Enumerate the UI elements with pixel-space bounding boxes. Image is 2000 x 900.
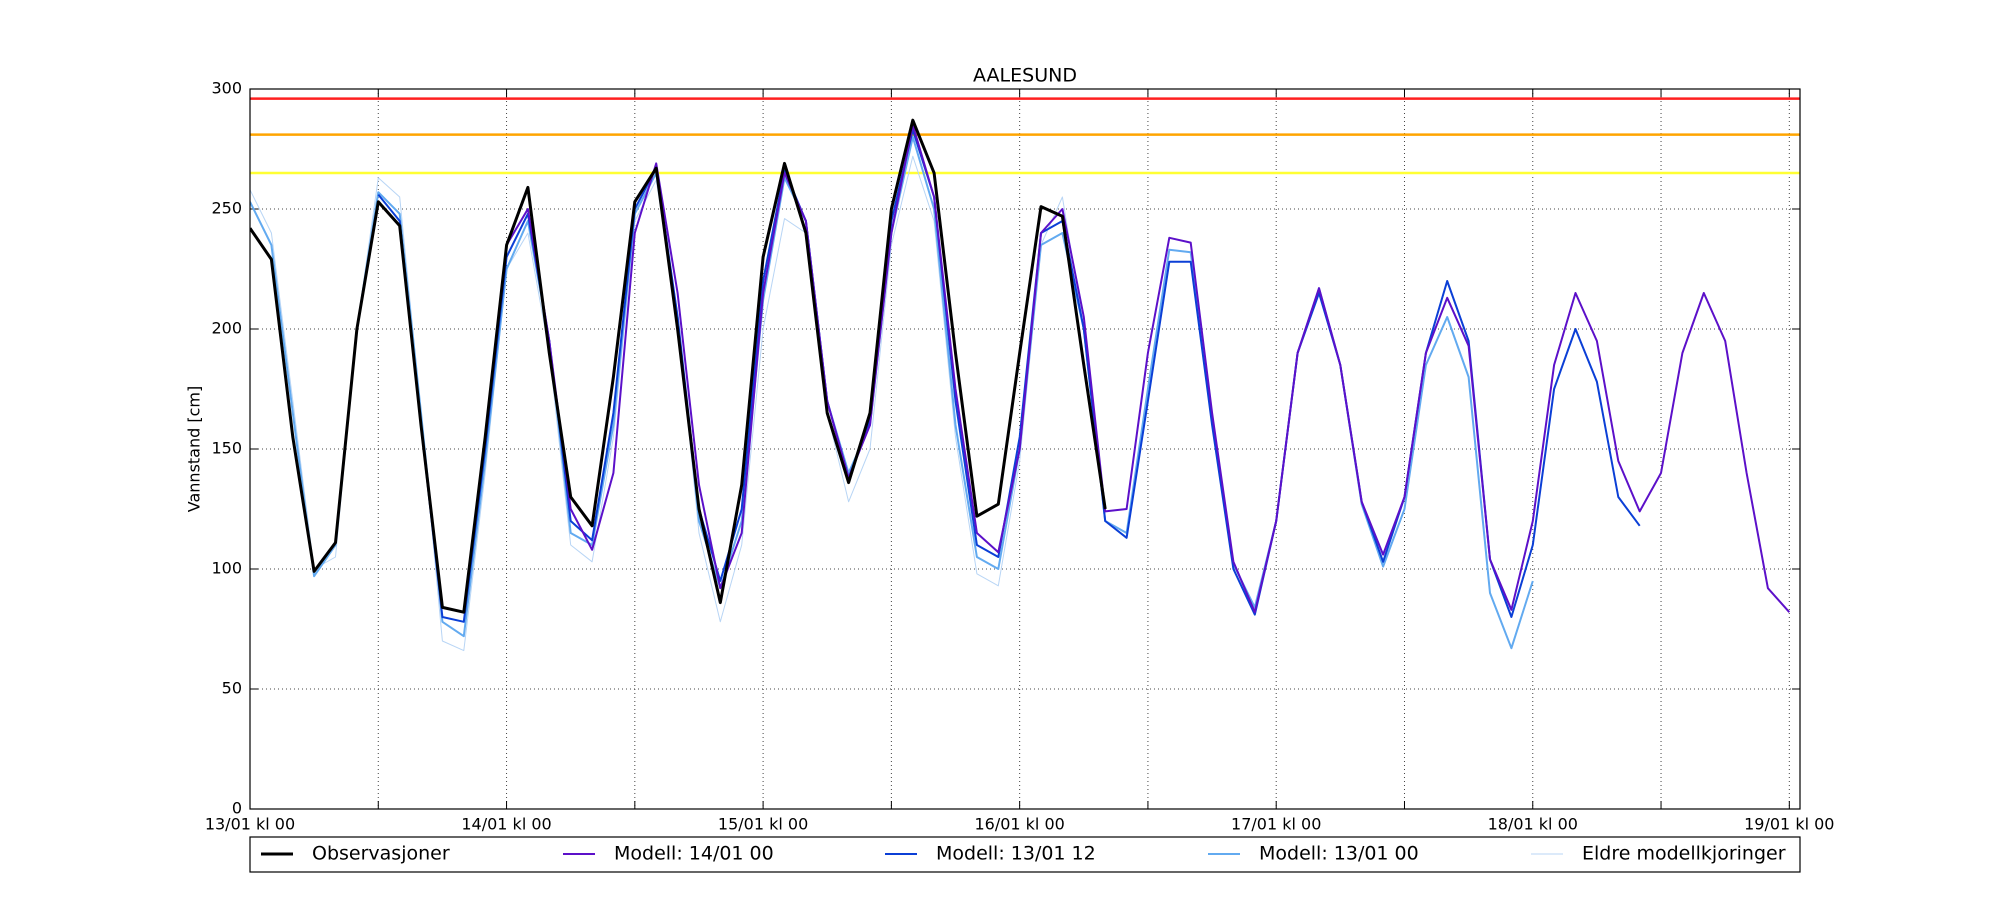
y-tick-label: 100	[211, 559, 242, 578]
legend-label: Eldre modellkjoringer	[1582, 843, 1786, 865]
plot-frame	[249, 88, 1801, 810]
legend-label: Modell: 14/01 00	[614, 843, 774, 865]
x-tick-label: 15/01 kl 00	[718, 815, 808, 834]
x-tick-label: 19/01 kl 00	[1744, 815, 1834, 834]
series-line	[505, 124, 1791, 614]
y-tick-label: 250	[211, 199, 242, 218]
y-tick-label: 0	[232, 799, 242, 818]
y-axis-label: Vannstand [cm]	[185, 386, 204, 512]
x-tick-label: 14/01 kl 00	[461, 815, 551, 834]
legend-label: Modell: 13/01 12	[936, 843, 1096, 865]
y-tick-label: 50	[222, 679, 242, 698]
legend: Observasjoner Modell: 14/01 00 Modell: 13/…	[249, 836, 1801, 873]
series-line	[250, 155, 1106, 652]
y-tick-label: 150	[211, 439, 242, 458]
legend-label: Modell: 13/01 00	[1259, 843, 1419, 865]
y-tick-label: 300	[211, 79, 242, 98]
x-tick-label: 13/01 kl 00	[205, 815, 295, 834]
chart-title: AALESUND	[973, 65, 1077, 87]
y-tick-label: 200	[211, 319, 242, 338]
series-line	[250, 118, 1107, 614]
x-tick-label: 17/01 kl 00	[1231, 815, 1321, 834]
x-tick-label: 16/01 kl 00	[974, 815, 1064, 834]
legend-label: Observasjoner	[312, 843, 450, 865]
series-line	[377, 128, 1641, 623]
x-tick-label: 18/01 kl 00	[1488, 815, 1578, 834]
